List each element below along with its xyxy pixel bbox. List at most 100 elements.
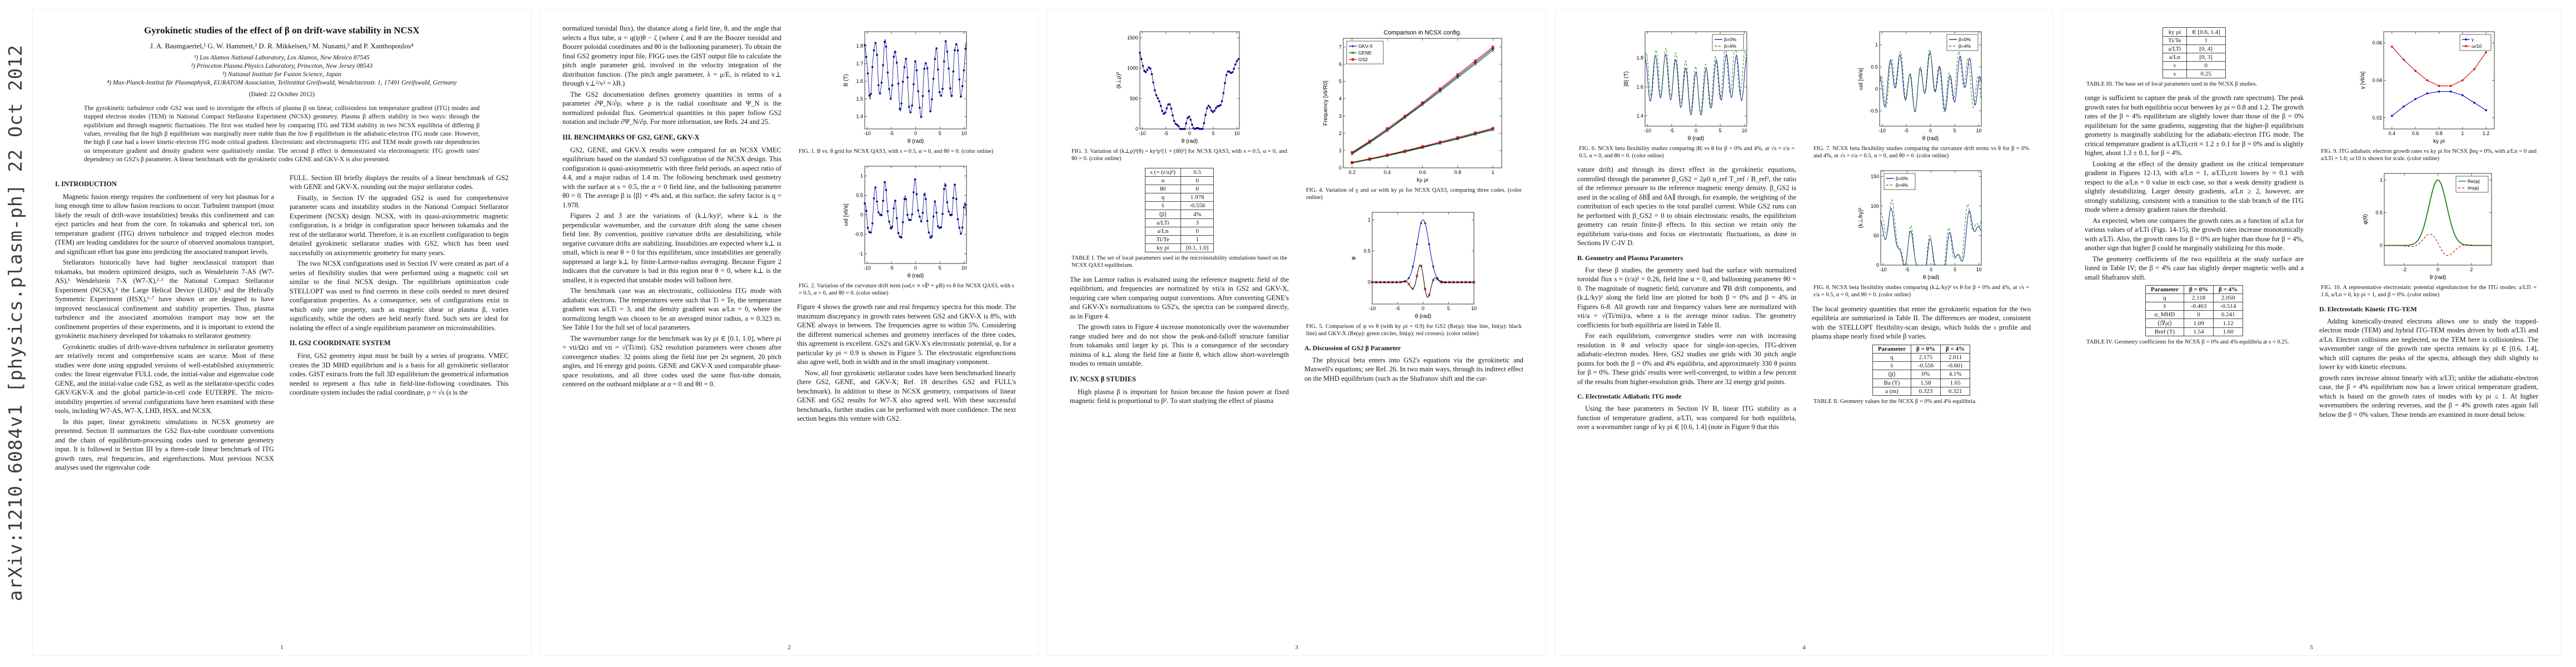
table-cell: s (= (r/a)²) [1144,168,1182,177]
svg-text:0: 0 [1367,280,1370,285]
figure-caption: FIG. 6. NCSX beta flexibility studies co… [1579,146,1795,160]
svg-text:θ (rad): θ (rad) [907,273,923,279]
svg-text:θ (rad): θ (rad) [1687,136,1703,142]
svg-text:1: 1 [1338,148,1341,153]
table-cell: Bref (T) [2145,327,2184,337]
svg-text:0.5: 0.5 [1363,248,1371,254]
table-cell: 0.5 [1180,168,1214,177]
figure-caption: FIG. 5. Comparison of φ vs θ (with ky ρi… [1306,323,1522,337]
svg-text:-10: -10 [1138,131,1145,136]
svg-text:0: 0 [1929,267,1932,272]
paragraph: For these β studies, the geometry used h… [1577,266,1796,329]
figure-caption: FIG. 2. Variation of the curvature drift… [799,283,1014,297]
svg-text:-5: -5 [889,265,893,271]
svg-text:0: 0 [860,212,863,218]
paragraph: The physical beta enters into GS2's equa… [1304,356,1523,382]
table-cell: -0.556 [1180,201,1214,211]
table-cell: α_MHD [2145,310,2184,320]
section-heading: II. GS2 COORDINATE SYSTEM [290,339,391,347]
svg-text:1: 1 [860,173,863,179]
svg-text:-1: -1 [858,251,863,257]
table-row: q 2.175 2.011 [1872,352,1971,362]
svg-text:Im(φ): Im(φ) [2468,185,2479,191]
table-cell: ⟨β⟩ [1144,210,1182,220]
svg-text:θ (rad): θ (rad) [907,138,923,145]
abstract: The gyrokinetic turbulence code GS2 was … [84,104,480,163]
subsection-heading: B. Geometry and Plasma Parameters [1577,253,1683,262]
paragraph: Magnetic fusion energy requires the conf… [55,192,274,256]
paragraph: Looking at the effect of the density gra… [2085,160,2304,214]
svg-text:-5: -5 [1905,267,1909,272]
table-caption: TABLE IV. Geometry coefficients for the … [2086,339,2289,346]
table-cell: a/Ln [1144,227,1182,236]
svg-text:5: 5 [1338,79,1341,84]
table-cell: 0 [1180,185,1214,194]
table-cell: 0 [1180,227,1214,236]
table-cell: 0% [1910,369,1941,379]
svg-text:1500: 1500 [1127,35,1138,41]
svg-text:1.5: 1.5 [856,96,863,102]
svg-text:-0.5: -0.5 [1869,108,1878,113]
fig1-figure: -10 -5 0 5 10 1.4 1.5 1.6 1.7 1.8 θ (rad) B (T) FIG.… [797,26,1016,155]
paragraph: normalized toroidal flux), the distance … [562,24,781,87]
svg-text:5: 5 [1447,306,1449,311]
subsection-heading: D. Electrostatic Kinetic ITG-TEM [2319,305,2417,313]
table-cell: 2.118 [2183,293,2214,303]
svg-text:β=0%: β=0% [1959,37,1971,42]
figure-caption: FIG. 3. Variation of (k⊥ρ)²(θ) = ky²ρ²[1… [1072,148,1287,162]
table-cell: 2.011 [1940,352,1971,362]
data-table: Parameter β = 0% β = 4% q 2.175 2.011 ŝ -0.556-… [1872,344,1971,396]
svg-text:-5: -5 [1904,128,1908,133]
svg-text:1.7: 1.7 [856,61,863,66]
svg-text:1.2: 1.2 [2482,131,2489,136]
svg-text:500: 500 [1129,96,1138,101]
page3-left-column: -10 -5 0 5 10 0 500 1000 1500 θ (rad) (k⊥ρ)² FIG. 3… [1070,24,1289,407]
t3-table: ky ρi ∈ [0.6, 1.4] Ti/Te 1 a/LTi [0, 4] a/Ln [0… [2085,27,2304,88]
table-cell: q [1872,352,1911,362]
page3-right-column: 0.2 0.4 0.6 0.8 1 0 1 2 3 4 5 6 7 Comparison in NCSX … [1304,24,1523,407]
table-cell: 0 [1180,176,1214,186]
svg-text:5: 5 [938,131,941,136]
page-number: 3 [1295,644,1298,651]
svg-text:β=0%: β=0% [1724,37,1737,42]
svg-text:0.2: 0.2 [1348,170,1356,175]
paragraph: The two NCSX configurations used in Sect… [290,260,509,332]
svg-text:GENE: GENE [1358,50,1372,56]
table-cell: 2.050 [2213,293,2244,303]
author-line: J. A. Baumgaertel,¹ G. W. Hammett,² D. R… [150,42,413,50]
table-cell: ⟨|∇ρ|⟩ [2145,318,2184,328]
svg-text:150: 150 [1870,174,1879,180]
table-cell: [0.1, 1.0] [1180,243,1214,253]
svg-text:1: 1 [2461,131,2464,136]
svg-text:0: 0 [1421,306,1424,311]
table-cell: 1.54 [2183,327,2214,337]
table-cell: Ti/Te [2163,36,2187,45]
svg-text:1000: 1000 [1127,66,1138,71]
svg-text:ωd [vti/a]: ωd [vti/a] [1858,68,1864,90]
svg-text:β=4%: β=4% [1724,43,1737,49]
fig9-figure: 0.4 0.6 0.8 1 1.2 0.02 0.04 0.06 ky ρi γ [vti/a] γ… [2319,26,2538,162]
svg-text:10: 10 [1234,131,1239,136]
table-row: a/Ln 0 [1144,227,1214,236]
svg-text:10: 10 [1976,128,1981,133]
table-header-cell: β = 4% [2213,285,2244,295]
svg-text:|B| (T): |B| (T) [1623,71,1630,86]
svg-text:0: 0 [1875,86,1877,92]
table-row: ŝ -0.463 -0.514 [2145,302,2244,311]
svg-text:Comparison in NCSX config.: Comparison in NCSX config. [1383,29,1461,36]
svg-text:ωd [vti/a]: ωd [vti/a] [843,203,849,226]
table-row: ky ρi [0.1, 1.0] [1144,243,1214,253]
svg-text:γ: γ [2472,37,2474,42]
svg-text:0: 0 [1929,128,1931,133]
page-number: 4 [1802,644,1806,651]
table-cell: [0, 4] [2186,44,2226,53]
svg-text:10: 10 [961,265,966,271]
paragraph: Adding kinetically-treated electrons all… [2319,317,2538,371]
page-5: ky ρi ∈ [0.6, 1.4] Ti/Te 1 a/LTi [0, 4] a/Ln [0… [2062,9,2561,656]
table-caption: TABLE II. Geometry values for the NCSX β… [1813,398,1977,405]
table-cell: 3 [1180,218,1214,228]
paragraph: In this paper, linear gyrokinetic simula… [55,417,274,472]
table-cell: 1.12 [2213,318,2244,328]
table-cell: a (m) [1872,386,1911,396]
